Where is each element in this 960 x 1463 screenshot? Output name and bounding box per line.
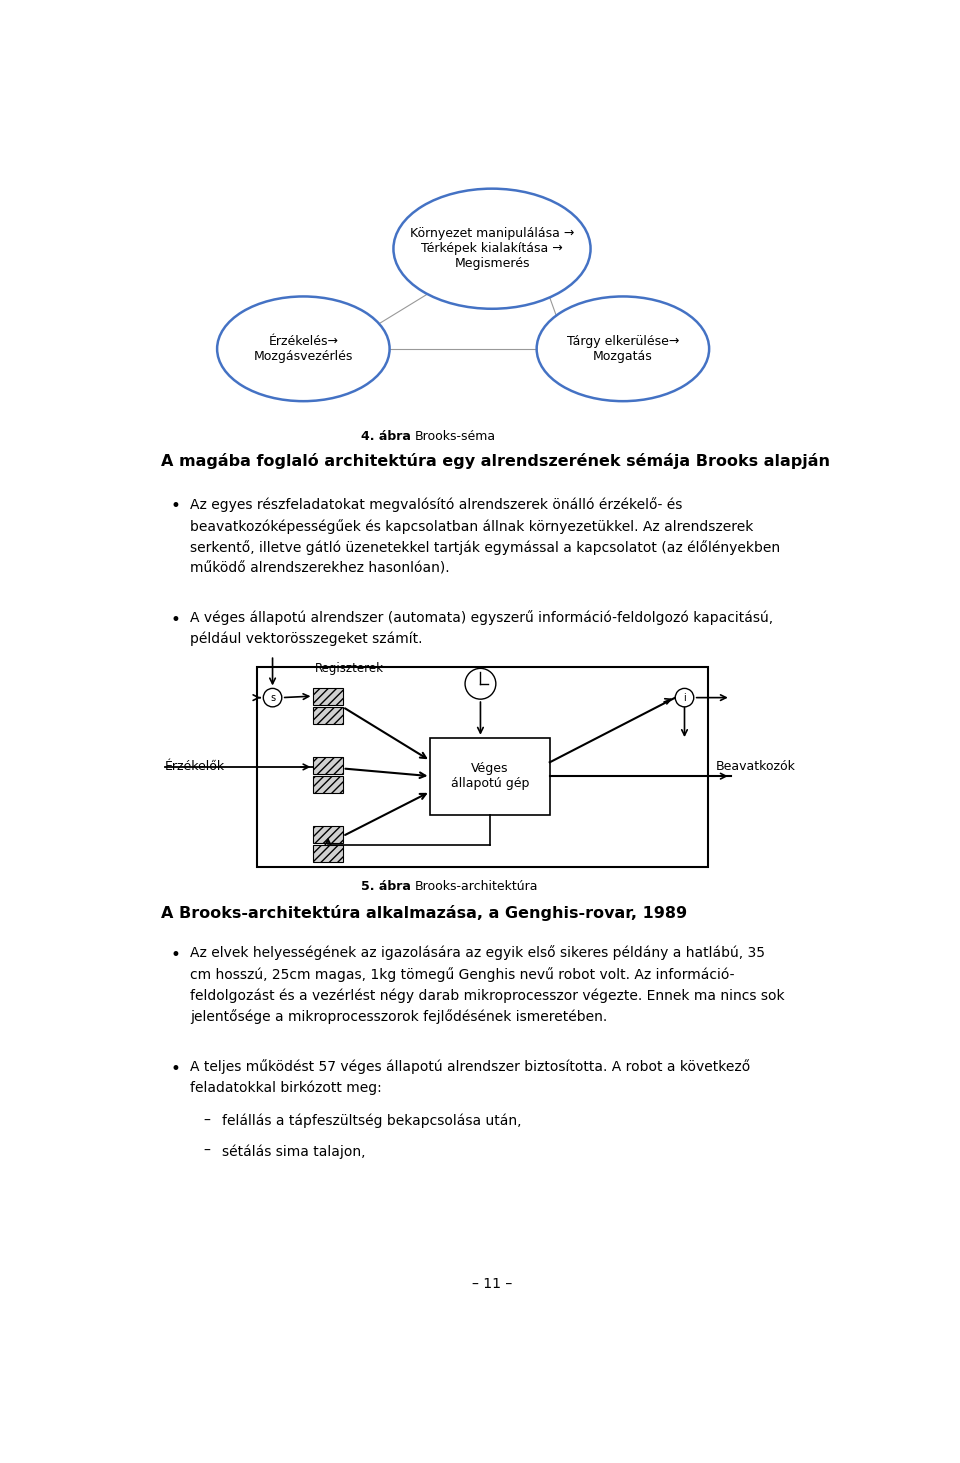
Text: A véges állapotú alrendszer (automata) egyszerű információ-feldolgozó kapacitású: A véges állapotú alrendszer (automata) e… [190,610,774,647]
Bar [313,688,343,705]
Text: felállás a tápfeszültség bekapcsolása után,: felállás a tápfeszültség bekapcsolása ut… [223,1113,522,1128]
Text: A teljes működést 57 véges állapotú alrendszer biztosította. A robot a következő: A teljes működést 57 véges állapotú alre… [190,1059,751,1096]
Ellipse shape [537,297,709,401]
Circle shape [465,669,496,699]
Text: s: s [270,692,276,702]
Text: – 11 –: – 11 – [472,1277,512,1290]
Bar [313,777,343,793]
Ellipse shape [217,297,390,401]
Text: Brooks-séma: Brooks-séma [415,430,496,443]
Text: sétálás sima talajon,: sétálás sima talajon, [223,1144,366,1159]
Text: 4. ábra: 4. ábra [361,430,415,443]
Text: •: • [170,1059,180,1078]
Ellipse shape [394,189,590,309]
Text: 5. ábra: 5. ábra [361,881,415,892]
Text: Az egyes részfeladatokat megvalósító alrendszerek önálló érzékelő- és
beavatkozó: Az egyes részfeladatokat megvalósító alr… [190,497,780,575]
Text: •: • [170,945,180,964]
Text: A Brooks-architektúra alkalmazása, a Genghis-rovar, 1989: A Brooks-architektúra alkalmazása, a Gen… [161,904,687,920]
Text: –: – [204,1113,210,1128]
Text: •: • [170,610,180,629]
Text: –: – [204,1144,210,1159]
Text: Véges
állapotú gép: Véges állapotú gép [451,762,529,790]
Bar [313,756,343,774]
Text: Beavatkozók: Beavatkozók [715,761,795,774]
Text: Regiszterek: Regiszterek [315,661,384,674]
Bar [313,707,343,724]
Circle shape [263,689,282,707]
Text: Tárgy elkerülése→
Mozgatás: Tárgy elkerülése→ Mozgatás [566,335,679,363]
FancyBboxPatch shape [430,737,550,815]
Text: Brooks-architektúra: Brooks-architektúra [415,881,539,892]
Circle shape [675,689,694,707]
Bar [313,846,343,862]
Text: Az elvek helyességének az igazolására az egyik első sikeres példány a hatlábú, 3: Az elvek helyességének az igazolására az… [190,945,784,1024]
Text: A magába foglaló architektúra egy alrendszerének sémája Brooks alapján: A magába foglaló architektúra egy alrend… [161,452,829,468]
Bar [313,827,343,843]
Text: Környezet manipulálása →
Térképek kialakítása →
Megismerés: Környezet manipulálása → Térképek kialak… [410,227,574,271]
Text: i: i [684,692,685,702]
Text: Érzékelők: Érzékelők [165,761,225,774]
Text: •: • [170,497,180,515]
Text: Érzékelés→
Mozgásvezérlés: Érzékelés→ Mozgásvezérlés [253,335,353,363]
